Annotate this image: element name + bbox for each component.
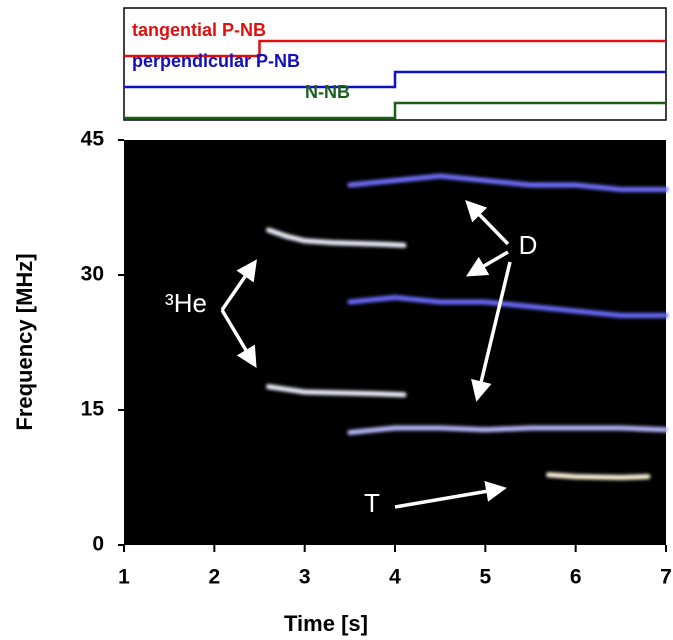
x-axis-label: Time [s] [284, 611, 368, 636]
timing-label: N-NB [305, 82, 350, 102]
annotation: T [364, 488, 380, 518]
annotation: ³He [165, 288, 207, 318]
x-tick-label: 5 [479, 566, 491, 589]
x-tick-label: 6 [570, 566, 582, 589]
timing-line [124, 70, 666, 89]
spectral-trace [266, 384, 407, 398]
x-tick-label: 2 [208, 566, 220, 589]
spectral-trace [347, 173, 669, 192]
annotation: D [519, 230, 538, 260]
y-axis-label: Frequency [MHz] [12, 253, 37, 430]
x-tick-label: 1 [118, 566, 130, 589]
x-tick-label: 4 [389, 566, 401, 589]
timing-line [124, 39, 666, 58]
y-tick-label: 15 [81, 398, 105, 421]
plot-area [124, 140, 666, 545]
spectral-trace [266, 227, 407, 248]
y-tick-label: 45 [81, 128, 105, 151]
y-tick-label: 0 [92, 533, 104, 556]
timing-label: tangential P-NB [132, 20, 266, 40]
y-tick-label: 30 [81, 263, 104, 286]
timing-panel [123, 7, 667, 121]
timing-label: perpendicular P-NB [132, 51, 300, 71]
arrows [220, 199, 512, 509]
x-tick-label: 3 [299, 566, 311, 589]
timing-line [124, 101, 666, 120]
spectral-trace [546, 472, 651, 481]
x-tick-label: 7 [660, 566, 672, 589]
spectral-trace [347, 425, 669, 435]
spectral-trace [347, 294, 669, 318]
